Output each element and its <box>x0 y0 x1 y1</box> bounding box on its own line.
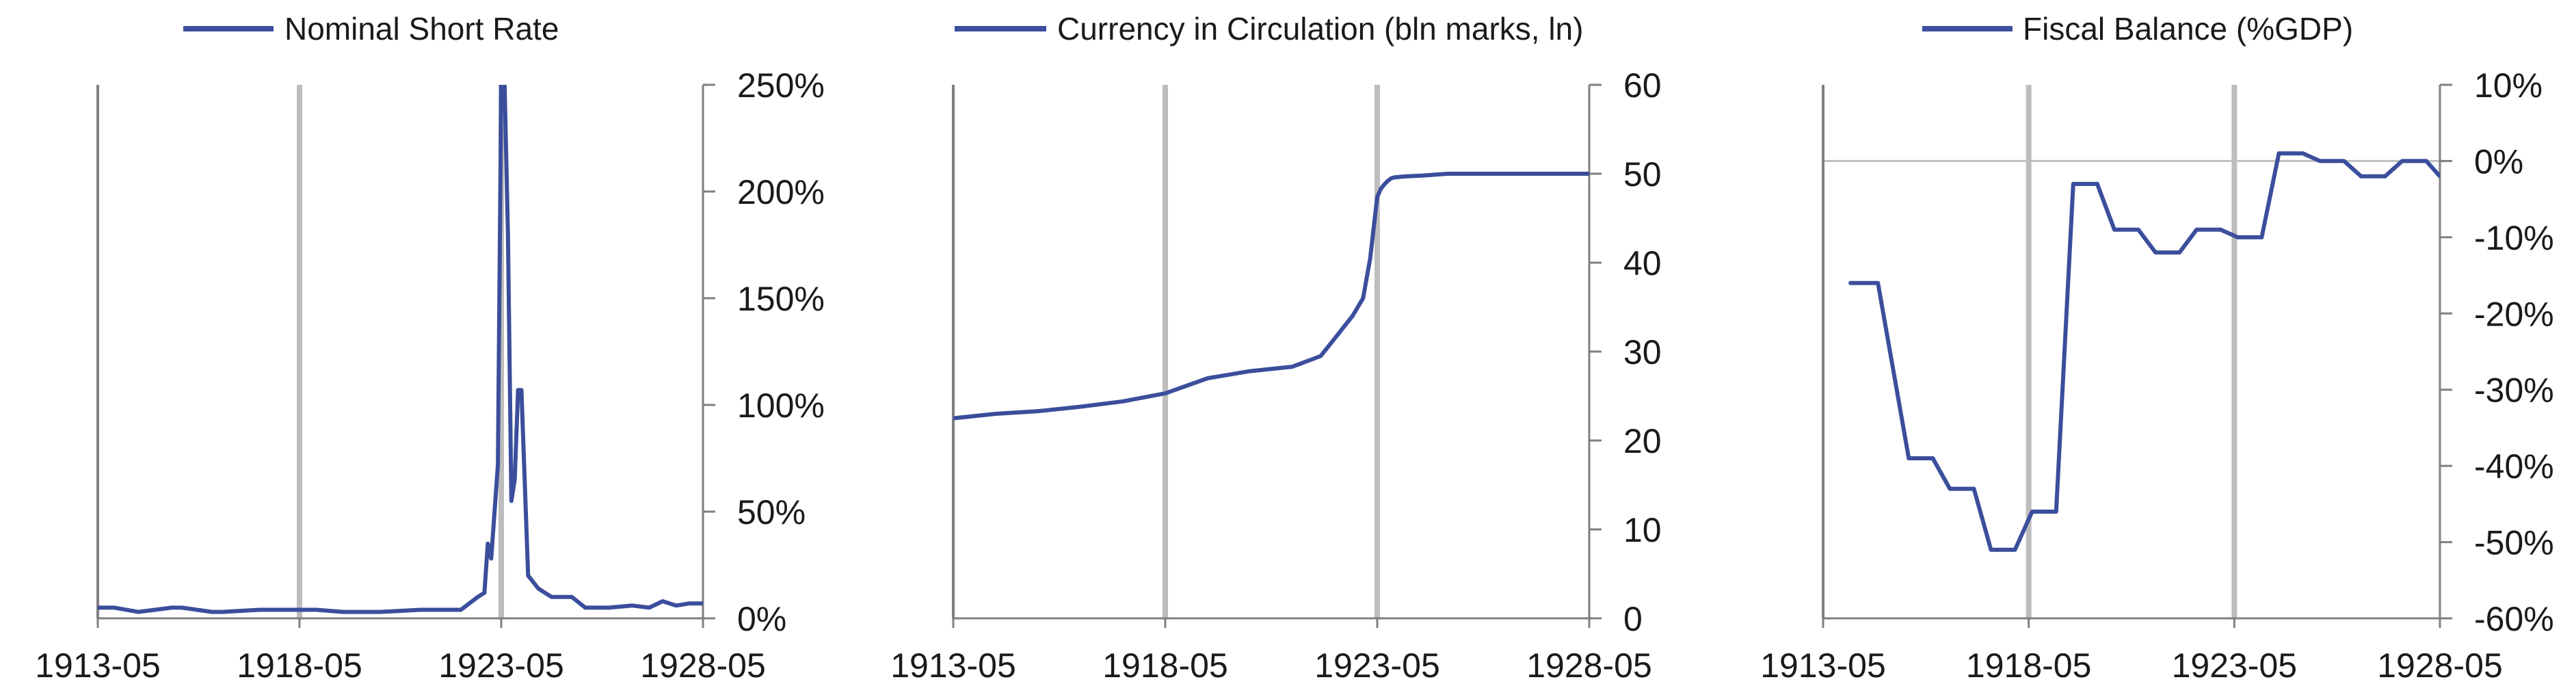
y-tick-label: 150% <box>737 280 825 318</box>
y-tick-label: 10% <box>2474 66 2542 105</box>
y-tick-label: 50% <box>737 493 806 531</box>
series-line-1 <box>98 85 703 614</box>
x-tick-label: 1918-05 <box>237 646 362 685</box>
y-tick-label: 0% <box>737 600 786 638</box>
x-tick-label: 1918-05 <box>1966 646 2092 685</box>
y-tick-label: 250% <box>737 66 825 105</box>
y-tick-label: 50 <box>1623 155 1662 194</box>
y-tick-label: -10% <box>2474 219 2554 257</box>
y-tick-label: -20% <box>2474 295 2554 333</box>
chart-panel-1: 0% 50% 100% 150% 200% 250% 1913-05 1918-05 1923-… <box>35 11 825 685</box>
y-tick-label: 40 <box>1623 244 1662 282</box>
chart-panel-2: 0 10 20 30 40 50 60 1913-05 1918-05 1923-05 1928-0… <box>890 11 1661 685</box>
y-tick-label: 30 <box>1623 333 1662 371</box>
y-tick-label: 0 <box>1623 600 1643 638</box>
x-tick-label: 1923-05 <box>2172 646 2298 685</box>
y-tick-label: 200% <box>737 173 825 211</box>
x-tick-label: 1928-05 <box>1526 646 1652 685</box>
x-tick-label: 1913-05 <box>890 646 1016 685</box>
chart-panel-3: -60% -50% -40% -30% -20% -10% 0% 10% 1913-05 1918… <box>1760 11 2553 685</box>
x-tick-label: 1923-05 <box>1314 646 1440 685</box>
x-tick-label: 1913-05 <box>1760 646 1886 685</box>
y-tick-label: -30% <box>2474 371 2554 410</box>
y-tick-label: 60 <box>1623 66 1662 105</box>
y-tick-label: 20 <box>1623 422 1662 460</box>
legend-label: Nominal Short Rate <box>284 11 559 47</box>
series-line-1 <box>1848 151 2440 552</box>
x-tick-label: 1928-05 <box>640 646 766 685</box>
legend-label: Fiscal Balance (%GDP) <box>2023 11 2353 47</box>
y-tick-label: 100% <box>737 386 825 425</box>
y-tick-label: -60% <box>2474 600 2554 638</box>
y-tick-label: -40% <box>2474 447 2554 486</box>
legend-label: Currency in Circulation (bln marks, ln) <box>1057 11 1583 47</box>
x-tick-label: 1913-05 <box>35 646 161 685</box>
y-tick-label: 10 <box>1623 511 1662 549</box>
y-tick-label: 0% <box>2474 142 2523 181</box>
y-tick-label: -50% <box>2474 524 2554 562</box>
series-line-1 <box>953 172 1589 421</box>
x-tick-label: 1928-05 <box>2377 646 2503 685</box>
x-tick-label: 1918-05 <box>1102 646 1228 685</box>
x-tick-label: 1923-05 <box>438 646 564 685</box>
